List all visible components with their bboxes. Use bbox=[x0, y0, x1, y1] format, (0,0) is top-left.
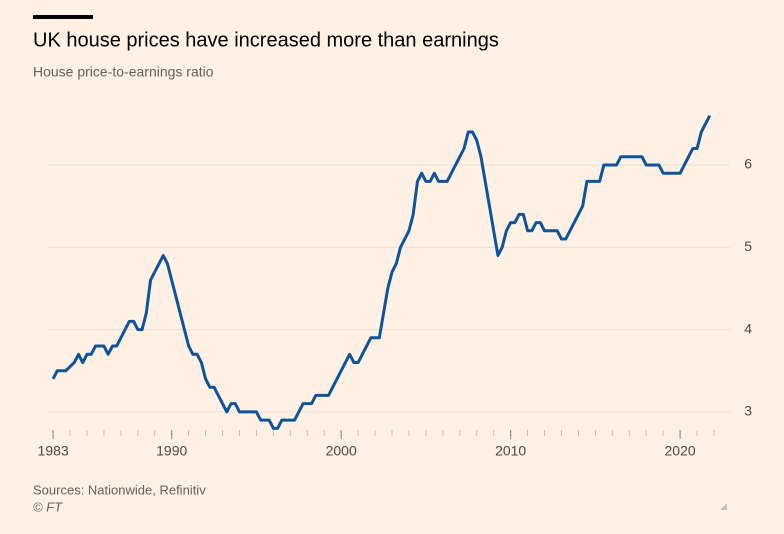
credit: © FT bbox=[33, 499, 63, 514]
x-tick-label: 2000 bbox=[326, 443, 357, 459]
chart-subtitle: House price-to-earnings ratio bbox=[33, 64, 214, 80]
x-tick-label: 2010 bbox=[495, 443, 526, 459]
y-tick-label: 6 bbox=[744, 156, 752, 172]
source: Sources: Nationwide, Refinitiv bbox=[33, 482, 206, 497]
y-tick-label: 3 bbox=[744, 403, 752, 419]
x-tick-label: 1990 bbox=[156, 443, 187, 459]
corner-mark bbox=[720, 503, 727, 510]
x-tick-label: 1983 bbox=[38, 443, 69, 459]
data-line bbox=[51, 114, 712, 430]
y-tick-label: 4 bbox=[744, 320, 752, 336]
top-bar bbox=[33, 15, 93, 19]
y-tick-label: 5 bbox=[744, 238, 752, 254]
x-tick-label: 2020 bbox=[665, 443, 696, 459]
chart-title: UK house prices have increased more than… bbox=[33, 29, 499, 51]
